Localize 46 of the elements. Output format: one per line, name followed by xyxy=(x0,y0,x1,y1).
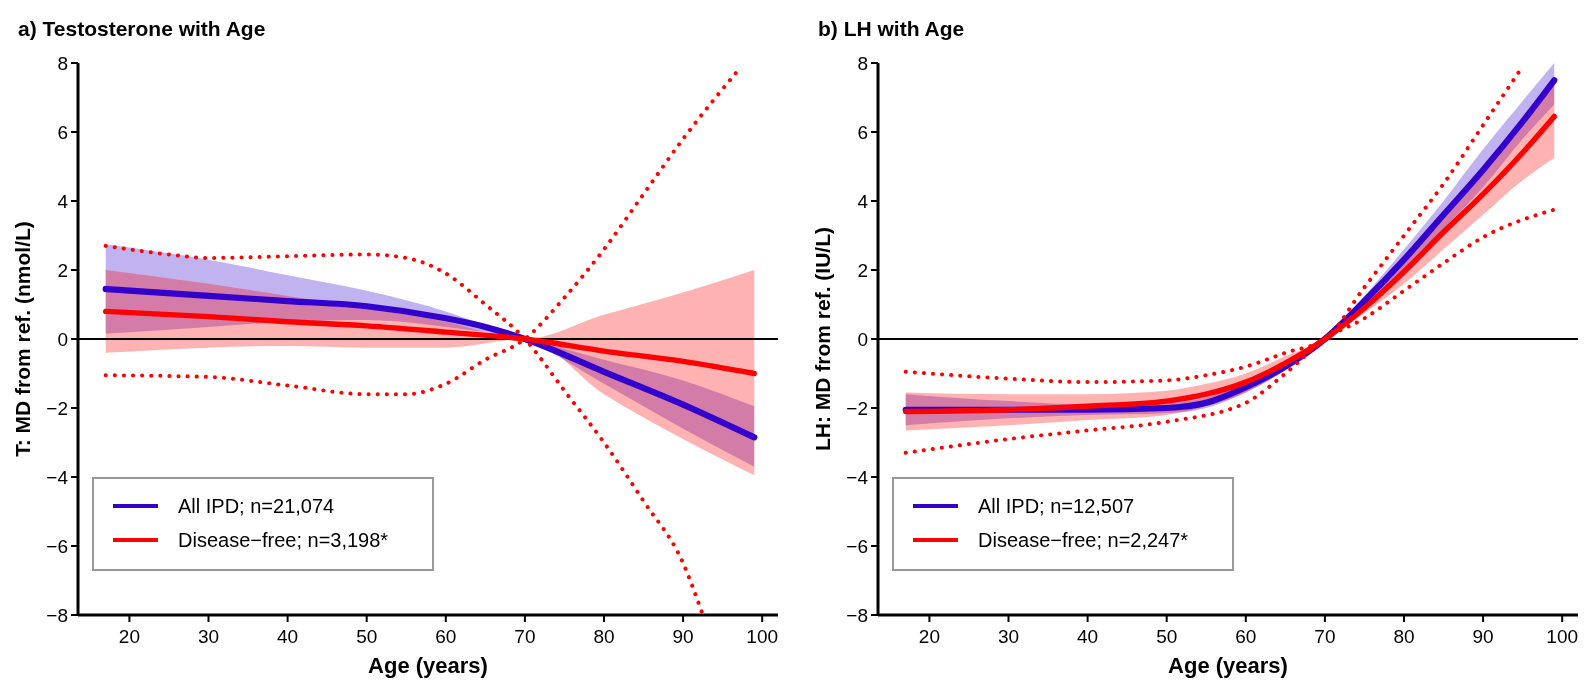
y-axis-title: LH: MD from ref. (IU/L) xyxy=(811,227,834,451)
x-tick-label: 20 xyxy=(918,626,940,647)
y-tick-label: 6 xyxy=(857,121,868,143)
x-tick-label: 70 xyxy=(1314,626,1336,647)
y-tick-label: 2 xyxy=(57,259,68,281)
x-tick-label: 90 xyxy=(672,626,694,647)
x-axis-title: Age (years) xyxy=(1168,653,1288,678)
y-tick-label: 4 xyxy=(57,190,69,212)
y-axis-title: T: MD from ref. (nmol/L) xyxy=(11,221,34,457)
x-tick-label: 80 xyxy=(1393,626,1415,647)
legend-label: Disease−free; n=2,247* xyxy=(978,529,1189,551)
x-tick-label: 30 xyxy=(197,626,220,647)
x-tick-label: 100 xyxy=(746,626,779,647)
y-tick-label: −6 xyxy=(46,535,68,557)
x-tick-label: 60 xyxy=(1235,626,1257,647)
x-tick-label: 80 xyxy=(593,626,615,647)
y-tick-label: 6 xyxy=(57,121,68,143)
y-tick-label: −2 xyxy=(46,397,68,419)
x-tick-label: 100 xyxy=(1546,626,1579,647)
x-tick-label: 40 xyxy=(277,626,299,647)
x-tick-label: 50 xyxy=(356,626,378,647)
y-tick-label: −6 xyxy=(846,535,868,557)
y-tick-label: 8 xyxy=(57,52,68,74)
x-tick-label: 40 xyxy=(1077,626,1099,647)
y-tick-label: −4 xyxy=(46,466,69,488)
y-tick-label: 2 xyxy=(857,259,868,281)
y-tick-label: 0 xyxy=(857,328,868,350)
y-tick-label: −8 xyxy=(846,604,868,626)
chart-title: a) Testosterone with Age xyxy=(18,17,266,40)
y-tick-label: −8 xyxy=(46,604,68,626)
chart-title: b) LH with Age xyxy=(818,17,965,40)
x-axis-title: Age (years) xyxy=(368,653,488,678)
x-tick-label: 20 xyxy=(118,626,140,647)
y-tick-label: 0 xyxy=(57,328,68,350)
x-tick-label: 50 xyxy=(1156,626,1178,647)
x-tick-label: 30 xyxy=(997,626,1020,647)
y-tick-label: 8 xyxy=(857,52,868,74)
y-tick-label: −4 xyxy=(846,466,869,488)
x-tick-label: 70 xyxy=(514,626,536,647)
y-tick-label: −2 xyxy=(846,397,868,419)
y-tick-label: 4 xyxy=(857,190,869,212)
legend-label: All IPD; n=21,074 xyxy=(178,495,335,517)
x-tick-label: 60 xyxy=(435,626,457,647)
legend-label: Disease−free; n=3,198* xyxy=(178,529,389,551)
x-tick-label: 90 xyxy=(1472,626,1494,647)
legend-label: All IPD; n=12,507 xyxy=(978,495,1135,517)
